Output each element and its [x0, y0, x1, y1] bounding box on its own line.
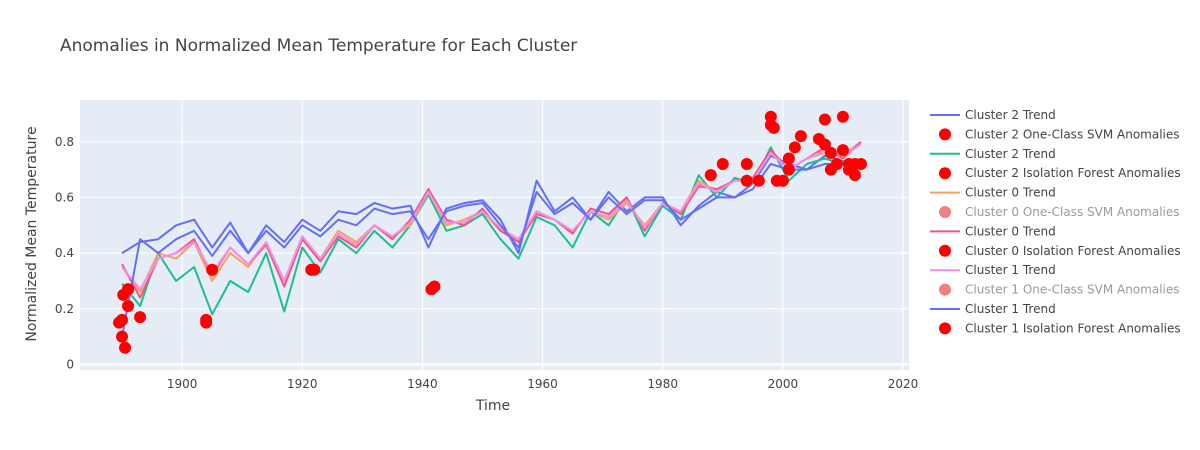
anomaly-point — [782, 152, 795, 165]
x-tick-label: 1960 — [527, 377, 558, 391]
legend-label: Cluster 0 Isolation Forest Anomalies — [965, 244, 1181, 258]
legend-label: Cluster 1 Isolation Forest Anomalies — [965, 321, 1181, 335]
anomaly-point — [740, 174, 753, 187]
legend-label: Cluster 1 One-Class SVM Anomalies — [965, 283, 1180, 297]
legend-label: Cluster 2 Isolation Forest Anomalies — [965, 166, 1181, 180]
legend-label: Cluster 2 One-Class SVM Anomalies — [965, 127, 1180, 141]
anomaly-point — [830, 158, 843, 171]
tick-labels: 1900 1920 1940 1960 1980 2000 2020 0 0.2 0.4 0.6 0.… — [55, 135, 918, 391]
anomaly-point — [122, 299, 135, 312]
legend-marker-swatch — [939, 206, 951, 218]
legend-marker-swatch — [939, 322, 951, 335]
y-tick-label: 0 — [66, 357, 74, 371]
legend-item[interactable]: Cluster 0 Trend — [930, 186, 1056, 200]
anomaly-point — [854, 158, 867, 171]
legend-label: Cluster 0 Trend — [965, 224, 1056, 238]
anomaly-point — [740, 158, 753, 171]
x-tick-label: 1900 — [167, 377, 198, 391]
anomaly-point — [818, 138, 831, 151]
anomaly-point — [764, 110, 777, 123]
legend-marker-swatch — [939, 244, 951, 257]
x-tick-label: 2020 — [888, 377, 919, 391]
legend[interactable]: Cluster 2 Trend Cluster 2 One-Class SVM A… — [930, 108, 1181, 335]
anomaly-point — [119, 341, 132, 354]
anomaly-point — [848, 169, 861, 182]
anomaly-point — [716, 158, 729, 171]
x-axis-title: Time — [475, 398, 510, 414]
anomaly-point — [200, 316, 213, 329]
anomaly-markers — [113, 110, 867, 354]
legend-item[interactable]: Cluster 2 Trend — [930, 108, 1056, 122]
legend-item[interactable]: Cluster 2 Trend — [930, 147, 1056, 161]
anomaly-point — [134, 311, 147, 324]
legend-marker-swatch — [939, 283, 951, 296]
legend-item[interactable]: Cluster 0 Trend — [930, 224, 1056, 238]
anomaly-point — [836, 144, 849, 157]
series-line-2 — [121, 146, 861, 316]
x-tick-label: 2000 — [768, 377, 799, 391]
legend-item[interactable]: Cluster 2 One-Class SVM Anomalies — [939, 127, 1180, 141]
anomaly-point — [305, 263, 318, 276]
legend-label: Cluster 0 Trend — [965, 186, 1056, 200]
plot-area — [80, 100, 909, 370]
legend-item[interactable]: Cluster 1 Trend — [930, 302, 1056, 316]
anomaly-point — [794, 130, 807, 143]
legend-label: Cluster 1 Trend — [965, 302, 1056, 316]
anomaly-point — [836, 110, 849, 123]
anomaly-point — [752, 174, 765, 187]
x-tick-label: 1920 — [287, 377, 318, 391]
chart-title: Anomalies in Normalized Mean Temperature… — [60, 36, 577, 56]
anomaly-point — [824, 146, 837, 159]
y-axis-title: Normalized Mean Temperature — [24, 126, 40, 341]
legend-label: Cluster 0 One-Class SVM Anomalies — [965, 205, 1180, 219]
series-layer — [121, 141, 862, 337]
anomaly-point — [206, 263, 219, 276]
anomaly-point — [116, 330, 129, 343]
legend-item[interactable]: Cluster 1 Trend — [930, 263, 1056, 277]
y-tick-label: 0.2 — [55, 302, 74, 316]
legend-marker-swatch — [939, 167, 951, 180]
anomaly-point — [704, 169, 717, 182]
y-tick-label: 0.4 — [55, 246, 74, 260]
anomaly-point — [776, 174, 789, 187]
y-tick-label: 0.8 — [55, 135, 74, 149]
anomaly-point — [113, 316, 126, 329]
anomaly-point — [782, 163, 795, 176]
anomaly-point — [767, 121, 780, 134]
legend-marker-swatch — [939, 128, 951, 141]
legend-item[interactable]: Cluster 0 One-Class SVM Anomalies — [939, 205, 1180, 219]
grid-lines — [80, 100, 909, 370]
series-line-8 — [121, 143, 862, 291]
x-tick-label: 1940 — [407, 377, 438, 391]
x-tick-label: 1980 — [647, 377, 678, 391]
legend-label: Cluster 2 Trend — [965, 147, 1056, 161]
legend-item[interactable]: Cluster 0 Isolation Forest Anomalies — [939, 244, 1181, 258]
legend-item[interactable]: Cluster 1 Isolation Forest Anomalies — [939, 321, 1181, 335]
legend-item[interactable]: Cluster 1 One-Class SVM Anomalies — [939, 283, 1180, 297]
legend-label: Cluster 2 Trend — [965, 108, 1056, 122]
anomaly-point — [425, 283, 438, 296]
series-line-10 — [121, 163, 861, 337]
anomaly-point — [788, 141, 801, 154]
legend-label: Cluster 1 Trend — [965, 263, 1056, 277]
anomaly-point — [122, 283, 135, 296]
y-tick-label: 0.6 — [55, 190, 74, 204]
anomaly-point — [818, 113, 831, 126]
legend-item[interactable]: Cluster 2 Isolation Forest Anomalies — [939, 166, 1181, 180]
